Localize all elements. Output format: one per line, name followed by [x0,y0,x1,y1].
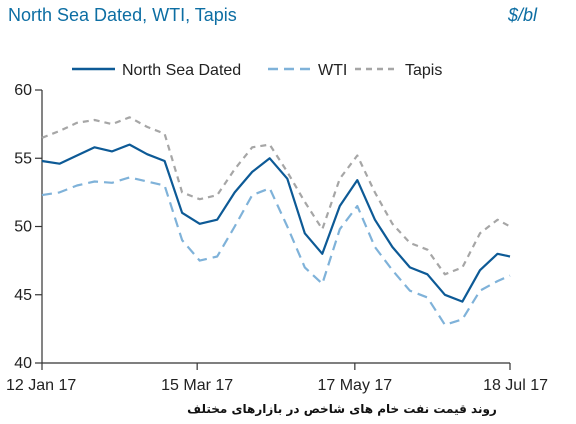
series-line-tapis [41,116,511,276]
y-tick-label: 50 [14,219,32,236]
x-tick-label: 18 Jul 17 [483,377,548,394]
series-line-wti [41,176,511,326]
y-tick-label: 60 [14,82,32,99]
series-layer [41,116,511,326]
x-tick-label: 15 Mar 17 [161,377,233,394]
caption: روند قیمت نفت خام های شاخص در بازارهای م… [187,402,497,417]
legend-label-tapis: Tapis [405,62,442,79]
series-line-north-sea-dated [41,143,511,303]
chart-title: North Sea Dated, WTI, Tapis [8,5,237,25]
axes: 40 45 50 55 60 12 Jan 17 15 Mar 17 17 May 17 18 … [6,82,548,394]
x-tick-label: 12 Jan 17 [6,377,76,394]
x-tick-label: 17 May 17 [317,377,392,394]
y-tick-label: 45 [14,287,32,304]
unit-label: $/bl [507,5,538,25]
y-tick-label: 40 [14,355,32,372]
legend-label-north-sea-dated: North Sea Dated [122,62,241,79]
legend-label-wti: WTI [318,62,347,79]
y-tick-label: 55 [14,150,32,167]
legend: North Sea Dated WTI Tapis [72,62,442,79]
